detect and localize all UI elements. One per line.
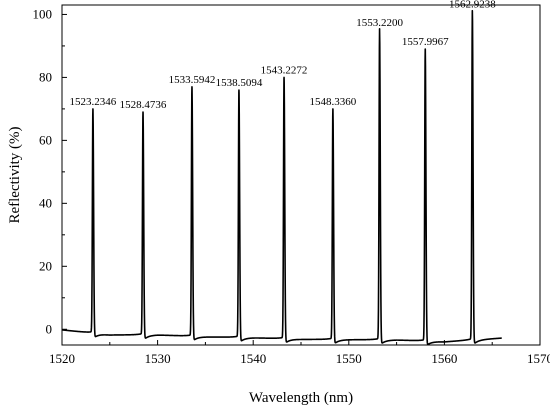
x-tick-label: 1540	[240, 351, 266, 366]
y-tick-label: 40	[39, 195, 52, 210]
x-tick-label: 1530	[145, 351, 171, 366]
peak-label: 1562.9238	[449, 0, 496, 10]
plot-frame	[61, 4, 541, 346]
peak-label: 1557.9967	[402, 36, 449, 48]
peak-label: 1523.2346	[70, 96, 117, 108]
x-tick-label: 1520	[49, 351, 75, 366]
peak-label: 1553.2200	[356, 17, 403, 29]
reflectivity-spectrum-line	[61, 9, 503, 346]
y-axis-ticks: 0 20 40 60 80 100	[33, 6, 67, 336]
peak-label: 1543.2272	[261, 64, 308, 76]
peak-label: 1548.3360	[310, 96, 357, 108]
peak-label: 1533.5942	[169, 74, 216, 86]
y-tick-label: 100	[33, 6, 53, 21]
y-tick-label: 60	[39, 132, 52, 147]
y-tick-label: 80	[39, 69, 52, 84]
y-tick-label: 20	[39, 258, 52, 273]
peak-label: 1538.5094	[216, 77, 263, 89]
x-tick-label: 1550	[336, 351, 362, 366]
y-tick-label: 0	[46, 321, 53, 336]
x-tick-label: 1570	[527, 351, 550, 366]
x-axis-ticks: 1520 1530 1540 1550 1560 1570	[49, 340, 550, 366]
y-axis-title: Reflectivity (%)	[7, 126, 23, 223]
peak-labels: 1523.2346 1528.4736 1533.5942 1538.50941543…	[70, 0, 497, 111]
x-axis-title: Wavelength (nm)	[249, 390, 353, 406]
x-tick-label: 1560	[431, 351, 457, 366]
peak-label: 1528.4736	[120, 99, 167, 111]
